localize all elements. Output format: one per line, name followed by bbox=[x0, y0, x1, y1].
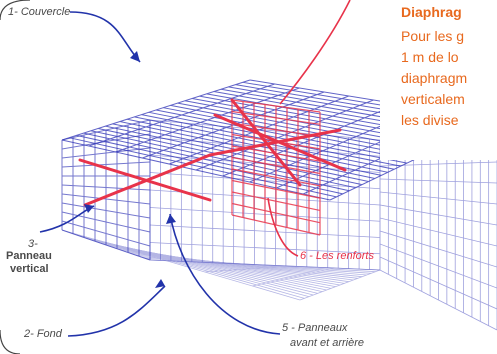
mesh-wire bbox=[149, 259, 381, 271]
reinforcement-wire bbox=[230, 98, 302, 187]
mesh-wire bbox=[231, 202, 321, 224]
note-line: 1 m de lo bbox=[401, 49, 459, 65]
mesh-wire bbox=[61, 184, 151, 191]
mesh-wire bbox=[379, 178, 497, 184]
panneaux-avant-leader bbox=[169, 213, 281, 335]
fond-leader bbox=[67, 285, 166, 337]
mesh-wire bbox=[101, 242, 336, 288]
mesh-wire bbox=[195, 99, 374, 171]
note-heading: Diaphrag bbox=[401, 4, 462, 20]
mesh-wire bbox=[125, 251, 358, 279]
mesh-wire bbox=[76, 234, 314, 296]
mesh-wire bbox=[105, 244, 341, 286]
mesh-wire bbox=[231, 214, 321, 236]
note-line: verticalem bbox=[401, 91, 465, 107]
front-panel-mesh bbox=[61, 119, 151, 261]
mesh-wire bbox=[115, 87, 300, 153]
renforts-label: 6 - Les renforts bbox=[300, 250, 374, 262]
mesh-wire bbox=[135, 254, 367, 276]
mesh-wire bbox=[379, 204, 497, 226]
note-line: les divise bbox=[401, 112, 459, 128]
mesh-wire bbox=[96, 241, 332, 289]
diaphragm-leader bbox=[279, 0, 351, 105]
mesh-wire bbox=[231, 191, 321, 211]
mesh-wire bbox=[149, 224, 381, 238]
couvercle-leader bbox=[69, 11, 141, 63]
mesh-wire bbox=[379, 191, 497, 205]
mesh-wire bbox=[61, 147, 151, 159]
mesh-wire bbox=[61, 229, 151, 261]
mesh-wire bbox=[299, 269, 381, 301]
mesh-wire bbox=[86, 237, 323, 293]
panneau-label-line2: vertical bbox=[10, 263, 49, 275]
mesh-wire bbox=[222, 103, 399, 177]
mesh-wire bbox=[81, 236, 318, 294]
fond-label: 2- Fond bbox=[24, 328, 62, 340]
mesh-wire bbox=[142, 91, 325, 159]
mesh-wire bbox=[231, 122, 321, 138]
reinforcement-wire bbox=[208, 128, 342, 157]
mesh-wire bbox=[379, 217, 497, 247]
mesh-wire bbox=[61, 220, 151, 247]
mesh-wire bbox=[169, 95, 349, 165]
reinforcement-wire bbox=[83, 153, 212, 207]
panneaux-avant-label-line1: 5 - Panneaux bbox=[282, 322, 348, 334]
mesh-wire bbox=[379, 243, 497, 289]
mesh-wire bbox=[149, 259, 381, 271]
mesh-wire bbox=[61, 133, 151, 150]
panneau-label-line1: Panneau bbox=[6, 250, 52, 262]
mesh-wire bbox=[379, 161, 497, 167]
panneau-number-label: 3- bbox=[28, 238, 38, 250]
mesh-wire bbox=[130, 252, 363, 278]
mesh-wire bbox=[149, 242, 381, 255]
mesh-wire bbox=[61, 229, 151, 261]
mesh-wire bbox=[88, 83, 275, 147]
mesh-wire bbox=[204, 265, 289, 273]
arrow-head bbox=[84, 204, 94, 213]
arrow-heads bbox=[84, 51, 176, 288]
mesh-wire bbox=[66, 231, 305, 299]
reinforcement-wire bbox=[213, 113, 347, 172]
mesh-wire bbox=[145, 257, 376, 273]
mesh-wire bbox=[379, 256, 497, 310]
mesh-wire bbox=[61, 119, 151, 141]
arrow-head bbox=[155, 279, 165, 288]
mesh-wire bbox=[61, 229, 301, 301]
mesh-wire bbox=[252, 267, 335, 287]
leader-arrows bbox=[39, 0, 351, 337]
mesh-wire bbox=[120, 249, 354, 281]
mesh-wire bbox=[91, 239, 327, 291]
arrow-head bbox=[166, 214, 176, 224]
diaphragm-note: Diaphrag Pour les g 1 m de lo diaphragm … bbox=[380, 0, 497, 160]
mesh-wire bbox=[379, 269, 497, 331]
reinforcement-wires bbox=[78, 98, 347, 207]
panneaux-avant-label-line2: avant et arrière bbox=[290, 337, 364, 349]
mesh-wire bbox=[109, 243, 197, 263]
bottom-mesh bbox=[61, 229, 381, 301]
frame-corner bbox=[0, 0, 31, 21]
mesh-wire bbox=[157, 257, 243, 265]
mesh-wire bbox=[231, 179, 321, 199]
couvercle-label: 1- Couvercle bbox=[8, 6, 71, 18]
mesh-wire bbox=[231, 99, 321, 113]
mesh-wire bbox=[115, 247, 349, 283]
frame-corner bbox=[0, 329, 21, 354]
mesh-wire bbox=[61, 211, 151, 233]
mesh-wire bbox=[231, 156, 321, 175]
mesh-wire bbox=[379, 230, 497, 268]
renforts-leader bbox=[267, 197, 299, 257]
note-line: Pour les g bbox=[401, 28, 465, 44]
mesh-wire bbox=[61, 161, 151, 168]
mesh-wire bbox=[61, 79, 251, 141]
mesh-wire bbox=[61, 193, 151, 205]
mesh-wire bbox=[140, 256, 372, 274]
mesh-wire bbox=[110, 246, 345, 284]
note-line: diaphragm bbox=[401, 70, 468, 86]
mesh-wire bbox=[231, 168, 321, 187]
mesh-wire bbox=[61, 202, 151, 219]
mesh-wire bbox=[231, 110, 321, 125]
arrow-head bbox=[130, 51, 140, 62]
mesh-wire bbox=[71, 232, 309, 298]
